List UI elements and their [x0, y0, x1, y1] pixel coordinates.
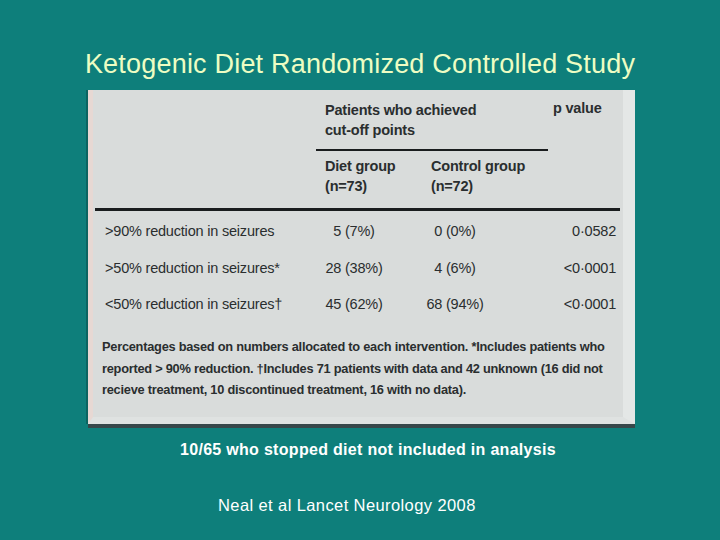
table-group-header: Patients who achieved cut-off points — [325, 100, 503, 140]
column-header-control-group: Control group (n=72) — [431, 156, 525, 196]
column-header-diet-group: Diet group (n=73) — [325, 156, 396, 196]
diet-group-label: Diet group — [325, 156, 396, 176]
diet-value: 5 (7%) — [303, 223, 405, 239]
group-header-rule — [316, 149, 548, 151]
results-table: Patients who achieved cut-off points p v… — [93, 90, 623, 417]
table-footnote: Percentages based on numbers allocated t… — [102, 336, 610, 401]
p-value: <0·0001 — [503, 296, 616, 312]
row-label: >50% reduction in seizures* — [105, 260, 280, 276]
diet-value: 45 (62%) — [303, 296, 405, 312]
control-value: 0 (0%) — [405, 223, 505, 239]
table-row: >90% reduction in seizures 5 (7%) 0 (0%)… — [93, 223, 623, 243]
row-label: <50% reduction in seizures† — [105, 296, 282, 312]
journal-table-image: Patients who achieved cut-off points p v… — [88, 90, 635, 424]
slide-title: Ketogenic Diet Randomized Controlled Stu… — [0, 49, 720, 80]
table-row: <50% reduction in seizures† 45 (62%) 68 … — [93, 296, 623, 316]
citation: Neal et al Lancet Neurology 2008 — [218, 496, 476, 515]
diet-group-n: (n=73) — [325, 176, 396, 196]
table-pvalue-header: p value — [553, 100, 602, 116]
control-group-n: (n=72) — [431, 176, 525, 196]
diet-value: 28 (38%) — [303, 260, 405, 276]
p-value: 0·0582 — [503, 223, 616, 239]
table-header-rule — [95, 208, 620, 211]
control-group-label: Control group — [431, 156, 525, 176]
row-label: >90% reduction in seizures — [105, 223, 274, 239]
analysis-note: 10/65 who stopped diet not included in a… — [180, 441, 556, 459]
presentation-slide: Ketogenic Diet Randomized Controlled Stu… — [0, 0, 720, 540]
p-value: <0·0001 — [503, 260, 616, 276]
table-row: >50% reduction in seizures* 28 (38%) 4 (… — [93, 260, 623, 280]
control-value: 68 (94%) — [405, 296, 505, 312]
control-value: 4 (6%) — [405, 260, 505, 276]
